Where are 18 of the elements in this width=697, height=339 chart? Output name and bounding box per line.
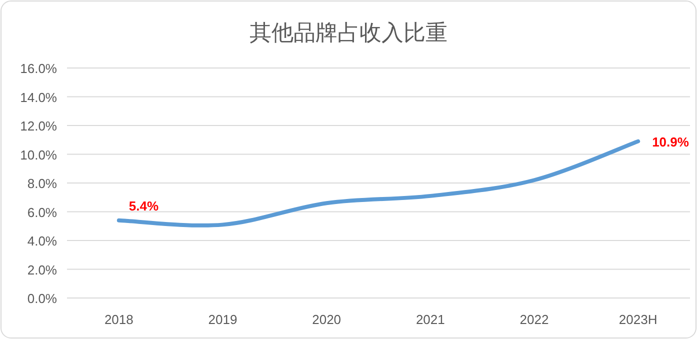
data-label: 5.4%	[128, 198, 159, 214]
y-tick-label: 10.0%	[20, 147, 58, 162]
x-tick-label: 2020	[312, 312, 342, 327]
y-tick-label: 6.0%	[27, 204, 58, 220]
y-tick-label: 8.0%	[27, 176, 58, 191]
y-tick-label: 16.0%	[20, 61, 58, 76]
y-tick-label: 14.0%	[20, 90, 58, 105]
x-tick-label: 2022	[520, 312, 549, 327]
y-tick-label: 2.0%	[27, 262, 58, 278]
data-label: 10.9%	[652, 134, 690, 150]
y-tick-label: 0.0%	[27, 291, 58, 306]
x-tick-label: 2023H	[618, 312, 658, 327]
y-tick-label: 4.0%	[27, 234, 58, 248]
x-tick-label: 2019	[208, 312, 238, 327]
y-tick-label: 12.0%	[20, 118, 58, 134]
x-tick-label: 2018	[104, 312, 134, 327]
chart-title: 其他品牌占收入比重	[250, 20, 448, 45]
x-tick-label: 2021	[416, 312, 445, 327]
